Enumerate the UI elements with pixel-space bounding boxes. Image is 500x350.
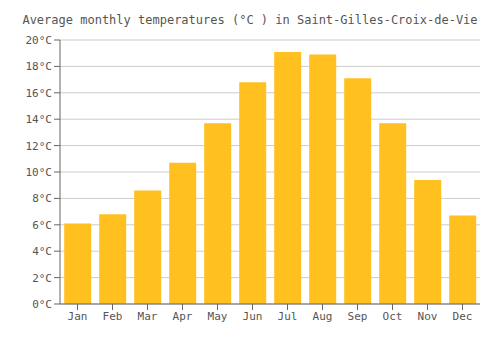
svg-text:Oct: Oct bbox=[383, 310, 403, 323]
svg-text:Jul: Jul bbox=[278, 310, 298, 323]
svg-text:Jun: Jun bbox=[243, 310, 263, 323]
svg-text:6°C: 6°C bbox=[32, 219, 52, 232]
svg-text:Nov: Nov bbox=[418, 310, 438, 323]
svg-text:4°C: 4°C bbox=[32, 245, 52, 258]
svg-text:12°C: 12°C bbox=[26, 140, 53, 153]
svg-text:0°C: 0°C bbox=[32, 298, 52, 311]
svg-text:20°C: 20°C bbox=[26, 34, 53, 47]
svg-text:Feb: Feb bbox=[103, 310, 123, 323]
svg-text:10°C: 10°C bbox=[26, 166, 53, 179]
svg-text:Aug: Aug bbox=[313, 310, 333, 323]
svg-text:Sep: Sep bbox=[348, 310, 368, 323]
svg-text:16°C: 16°C bbox=[26, 87, 53, 100]
svg-text:14°C: 14°C bbox=[26, 113, 53, 126]
svg-text:Apr: Apr bbox=[173, 310, 193, 323]
svg-text:18°C: 18°C bbox=[26, 60, 53, 73]
svg-text:Dec: Dec bbox=[453, 310, 473, 323]
svg-text:2°C: 2°C bbox=[32, 272, 52, 285]
svg-text:Jan: Jan bbox=[68, 310, 88, 323]
svg-text:8°C: 8°C bbox=[32, 192, 52, 205]
html-text:Average monthly temperatures (: Average monthly temperatures (°C ) in Sa… bbox=[22, 13, 478, 27]
svg-text:Mar: Mar bbox=[138, 310, 158, 323]
svg-text:May: May bbox=[208, 310, 228, 323]
